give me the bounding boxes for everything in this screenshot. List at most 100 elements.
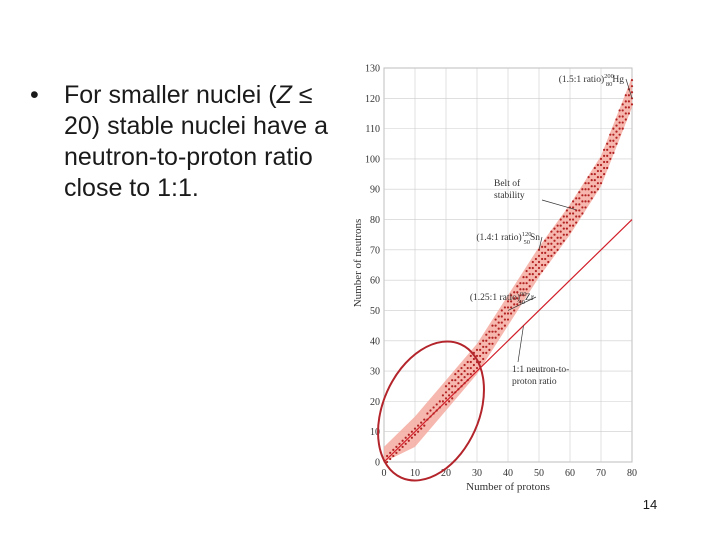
stable-nucleus-point (537, 260, 541, 264)
stable-nucleus-point (516, 291, 519, 294)
stable-nucleus-point (475, 354, 479, 358)
stable-nucleus-point (448, 394, 451, 397)
stable-nucleus-point (581, 206, 584, 209)
stable-nucleus-point (575, 221, 578, 224)
reference-label-line2: proton ratio (512, 377, 557, 387)
belt-of-stability-band (384, 77, 632, 462)
stable-nucleus-point (398, 442, 401, 445)
stable-nucleus-point (537, 254, 541, 258)
bullet-marker: • (30, 81, 39, 109)
y-tick-label: 70 (370, 245, 380, 256)
stable-nucleus-point (556, 224, 559, 227)
stable-nucleus-point (587, 182, 590, 185)
stable-nucleus-point (444, 397, 448, 400)
stable-nucleus-point (541, 245, 544, 248)
small-nuclei-highlight-circle (377, 340, 485, 482)
stable-nucleus-point (472, 357, 475, 361)
stable-nucleus-point (460, 373, 463, 376)
stable-nucleus-point (615, 136, 618, 139)
stable-nucleus-point (534, 263, 537, 267)
stable-nucleus-point (606, 160, 609, 164)
stable-nucleus-point (395, 451, 398, 455)
stable-nucleus-point (618, 109, 621, 112)
stable-nucleus-point (541, 269, 544, 273)
stable-nucleus-point (565, 209, 568, 212)
stable-nucleus-point (578, 203, 581, 206)
stable-nucleus-point (413, 433, 417, 436)
stable-nucleus-point (565, 233, 568, 236)
stable-nucleus-point (550, 236, 553, 239)
stable-nucleus-point (534, 269, 537, 273)
stable-nucleus-point (404, 442, 407, 445)
stable-nucleus-point (593, 166, 596, 170)
stable-nucleus-point (513, 291, 516, 294)
stable-nucleus-point (466, 373, 469, 376)
stable-nucleus-point (522, 288, 525, 291)
y-tick-label: 50 (370, 306, 380, 317)
stable-nucleus-point (581, 212, 584, 215)
x-tick-label: 70 (596, 468, 606, 479)
ratio-annotation: (1.5:1 ratio)200 80Hg (559, 73, 633, 99)
stable-nucleus-point (395, 445, 398, 448)
stable-nucleus-point (544, 245, 547, 248)
stable-nucleus-point (618, 133, 621, 136)
stable-nucleus-point (444, 385, 448, 388)
stable-nucleus-point (525, 288, 528, 291)
stable-nucleus-point (454, 379, 457, 382)
stable-nucleus-point (581, 200, 584, 203)
y-tick-label: 100 (365, 154, 380, 165)
stable-nucleus-point (410, 436, 413, 439)
belt-of-stability-label: Belt of stability (494, 178, 525, 201)
stable-nucleus-point (596, 182, 599, 185)
stable-nucleus-point (590, 197, 593, 200)
stable-nucleus-point (621, 121, 624, 124)
stable-nucleus-point (457, 369, 460, 373)
stable-nucleus-point (438, 406, 441, 409)
stable-nucleus-point (575, 215, 578, 218)
y-tick-label: 80 (370, 215, 380, 226)
stable-nucleus-point (407, 433, 410, 436)
stable-nucleus-point (596, 176, 599, 179)
stable-nucleus-point (556, 248, 559, 251)
stable-nucleus-point (441, 394, 444, 397)
stable-nucleus-point (401, 439, 404, 442)
stable-nucleus-point (562, 215, 565, 218)
stable-nucleus-point (528, 279, 531, 282)
x-tick-label: 0 (382, 468, 387, 479)
stable-nucleus-point (606, 154, 609, 157)
stable-nucleus-point (531, 279, 534, 282)
stable-nucleus-point (593, 172, 596, 176)
stable-nucleus-point (603, 154, 606, 157)
stable-nucleus-point (494, 318, 497, 321)
stable-nucleus-point (482, 339, 485, 342)
ratio-annotation-label: (1.25:1 ratio)90 40Zr (470, 291, 535, 306)
stable-nucleus-point (491, 342, 494, 345)
ratio-annotation: (1.25:1 ratio)90 40Zr (470, 291, 537, 311)
stable-nucleus-point (413, 427, 417, 430)
stable-nucleus-point (612, 145, 615, 148)
stable-nucleus-point (500, 309, 503, 312)
stable-nucleus-point (584, 188, 587, 191)
stable-nucleus-point (485, 333, 488, 336)
stable-nucleus-point (522, 294, 525, 297)
stable-nucleus-point (528, 285, 531, 288)
stable-nucleus-point (556, 236, 559, 239)
stable-nucleus-point (479, 342, 482, 345)
stable-nucleus-point (559, 236, 562, 239)
stable-nucleus-point (525, 282, 528, 285)
stable-nucleus-point (544, 263, 547, 267)
stable-nucleus-point (438, 400, 441, 403)
y-tick-label: 60 (370, 276, 380, 287)
stable-nucleus-point (519, 300, 522, 303)
stable-nucleus-point (606, 166, 609, 170)
stable-nucleus-point (559, 218, 562, 221)
stable-nucleus-point (618, 121, 621, 124)
stable-nucleus-point (599, 163, 603, 167)
stable-nucleus-point (587, 200, 590, 203)
stable-nucleus-point (627, 106, 630, 109)
stable-nucleus-point (612, 127, 615, 130)
stable-nucleus-point (525, 276, 528, 279)
stable-nucleus-point (581, 194, 584, 197)
belt-of-stability-chart: 0 10 20 30 40 50 60 70 80 0 10 20 30 40 50 60 70 80 90 100 1… (352, 64, 637, 494)
stable-nucleus-point (590, 179, 593, 182)
